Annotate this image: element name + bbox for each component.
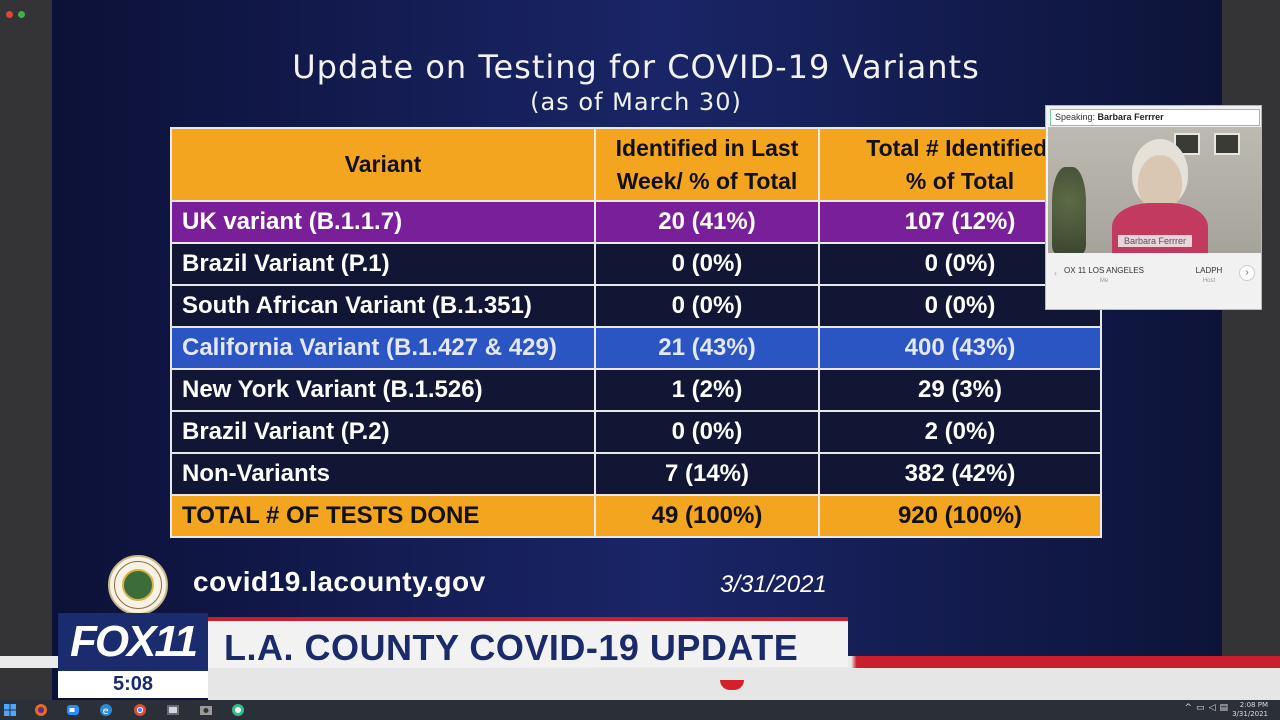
media-app-icon[interactable] (166, 703, 180, 717)
clock-date: 3/31/2021 (1232, 710, 1268, 718)
speaking-label: Speaking: (1055, 112, 1096, 122)
total-cell: 2 (0%) (818, 410, 1102, 454)
table-row: New York Variant (B.1.526) 1 (2%) 29 (3%… (170, 368, 1102, 412)
header-total-line2: % of Total (905, 167, 1015, 194)
last-week-cell: 0 (0%) (594, 242, 820, 286)
variant-cell: UK variant (B.1.1.7) (170, 200, 596, 244)
variant-cell: TOTAL # OF TESTS DONE (170, 494, 596, 538)
last-week-cell: 1 (2%) (594, 368, 820, 412)
edge-icon[interactable]: e (99, 703, 113, 717)
header-last-week: Identified in Last Week/ % of Total (594, 127, 820, 202)
variant-cell: Brazil Variant (P.2) (170, 410, 596, 454)
table-row: South African Variant (B.1.351) 0 (0%) 0… (170, 284, 1102, 328)
close-window-icon[interactable] (6, 11, 13, 18)
desktop-left-margin (0, 0, 52, 700)
participant-strip: ‹ OX 11 LOS ANGELES Me LADPH Host › (1046, 265, 1263, 296)
total-cell: 382 (42%) (818, 452, 1102, 496)
plant-icon (1052, 167, 1086, 253)
fox11-logo-text: FOX11 (69, 617, 198, 666)
variant-cell: New York Variant (B.1.526) (170, 368, 596, 412)
last-week-cell: 0 (0%) (594, 284, 820, 328)
slide-date: 3/31/2021 (720, 571, 827, 598)
table-total-row: TOTAL # OF TESTS DONE 49 (100%) 920 (100… (170, 494, 1102, 538)
table-row: Non-Variants 7 (14%) 382 (42%) (170, 452, 1102, 496)
participant-name: OX 11 LOS ANGELES (1064, 266, 1144, 275)
firefox-icon[interactable] (34, 703, 48, 717)
last-week-cell: 49 (100%) (594, 494, 820, 538)
wall-frame-icon (1174, 133, 1200, 155)
maximize-window-icon[interactable] (18, 11, 25, 18)
record-indicator-icon (720, 680, 744, 690)
variant-cell: California Variant (B.1.427 & 429) (170, 326, 596, 370)
taskbar-clock[interactable]: 2:08 PM 3/31/2021 (1232, 701, 1268, 719)
video-name-tag: Barbara Ferrrer (1118, 235, 1193, 247)
speaker-name: Barbara Ferrrer (1097, 112, 1164, 122)
slide-subtitle: (as of March 30) (530, 88, 742, 116)
system-tray[interactable]: ^▭◁▤ (1185, 703, 1233, 713)
variant-cell: South African Variant (B.1.351) (170, 284, 596, 328)
tray-chevron-icon[interactable]: ^ (1184, 703, 1197, 713)
windows-start-icon[interactable] (3, 703, 17, 717)
chyron-headline-box: L.A. COUNTY COVID-19 UPDATE (208, 617, 848, 668)
speaking-indicator: Speaking: Barbara Ferrrer (1050, 109, 1260, 126)
table-row: UK variant (B.1.1.7) 20 (41%) 107 (12%) (170, 200, 1102, 244)
total-cell: 29 (3%) (818, 368, 1102, 412)
table-header-row: Variant Identified in Last Week/ % of Tot… (170, 127, 1102, 202)
speaker-video[interactable]: Barbara Ferrrer (1048, 127, 1261, 253)
total-cell: 920 (100%) (818, 494, 1102, 538)
last-week-cell: 21 (43%) (594, 326, 820, 370)
participant-role: Host (1202, 278, 1216, 284)
chevron-right-icon[interactable]: › (1239, 265, 1255, 281)
variant-cell: Non-Variants (170, 452, 596, 496)
zoom-icon[interactable] (66, 703, 80, 717)
website-url: covid19.lacounty.gov (193, 566, 486, 597)
participant-role: Me (1099, 278, 1109, 284)
la-county-seal-icon (108, 555, 168, 615)
video-call-panel[interactable]: Speaking: Barbara Ferrrer Barbara Ferrre… (1045, 105, 1262, 310)
fox11-logo: FOX11 5:08 (58, 613, 208, 698)
header-variant: Variant (170, 127, 596, 202)
last-week-cell: 7 (14%) (594, 452, 820, 496)
variant-cell: Brazil Variant (P.1) (170, 242, 596, 286)
presentation-slide: Update on Testing for COVID-19 Variants … (52, 0, 1222, 700)
slide-title: Update on Testing for COVID-19 Variants (292, 48, 980, 86)
last-week-cell: 0 (0%) (594, 410, 820, 454)
variants-table: Variant Identified in Last Week/ % of Tot… (170, 127, 1102, 538)
table-row: California Variant (B.1.427 & 429) 21 (4… (170, 326, 1102, 370)
keyboard-icon[interactable]: ▤ (1219, 703, 1232, 713)
wall-frame-icon (1214, 133, 1240, 155)
participant-tile[interactable]: OX 11 LOS ANGELES Me (1054, 266, 1154, 286)
svg-text:e: e (103, 706, 109, 717)
chevron-left-icon[interactable]: ‹ (1054, 268, 1057, 278)
table-row: Brazil Variant (P.1) 0 (0%) 0 (0%) (170, 242, 1102, 286)
header-total-line1: Total # Identified/ (866, 134, 1054, 161)
lower-gray-band (208, 668, 1280, 700)
table-row: Brazil Variant (P.2) 0 (0%) 2 (0%) (170, 410, 1102, 454)
network-icon[interactable]: ▭ (1196, 703, 1209, 713)
camera-app-icon[interactable] (199, 703, 213, 717)
volume-icon[interactable]: ◁ (1208, 703, 1220, 713)
header-last-week-line2: Week/ % of Total (616, 167, 798, 194)
participant-name: LADPH (1195, 266, 1223, 275)
header-last-week-line1: Identified in Last (615, 134, 799, 161)
broadcast-time: 5:08 (58, 671, 208, 698)
chrome-icon[interactable] (133, 703, 147, 717)
window-controls (6, 11, 25, 18)
clock-time: 2:08 PM (1239, 701, 1268, 709)
browser-app-icon[interactable] (231, 703, 245, 717)
chyron-headline: L.A. COUNTY COVID-19 UPDATE (224, 627, 799, 668)
windows-taskbar: e ^▭◁▤ 2:08 PM 3/31/2021 (0, 700, 1280, 720)
last-week-cell: 20 (41%) (594, 200, 820, 244)
total-cell: 400 (43%) (818, 326, 1102, 370)
participant-tile[interactable]: LADPH Host (1176, 266, 1242, 286)
person-head (1138, 155, 1182, 211)
